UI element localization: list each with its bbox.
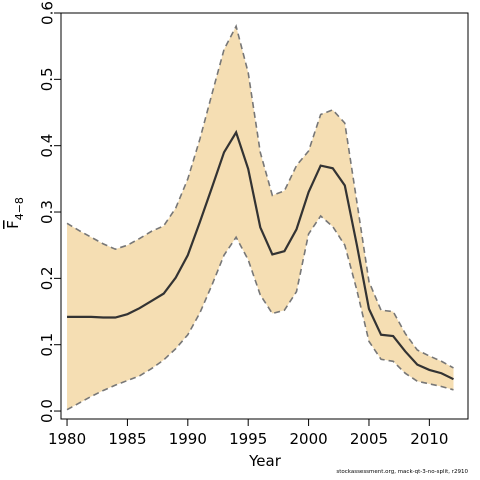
x-tick-label: 1980: [48, 430, 86, 448]
confidence-band: [67, 26, 454, 410]
y-tick-label: 0.5: [38, 67, 56, 91]
y-tick-label: 0.4: [38, 134, 56, 158]
x-tick-label: 1985: [108, 430, 146, 448]
x-tick-label: 1990: [169, 430, 207, 448]
x-tick-label: 2000: [289, 430, 327, 448]
x-tick-label: 2005: [350, 430, 388, 448]
x-tick-label: 2010: [410, 430, 448, 448]
lower-bound-line: [66, 214, 454, 411]
y-tick-label: 0.3: [38, 200, 56, 224]
svg-text:F4−8: F4−8: [4, 197, 26, 229]
y-axis-title-main: F: [4, 220, 22, 229]
y-axis-title: F4−8: [4, 197, 26, 229]
plot-frame: [60, 12, 469, 420]
estimate-line: [67, 129, 454, 381]
y-axis: 0.0 0.1 0.2 0.3 0.4 0.5 0.6: [38, 1, 61, 423]
y-tick-label: 0.0: [38, 399, 56, 423]
y-tick-label: 0.2: [38, 266, 56, 290]
upper-bound-line: [66, 24, 454, 369]
x-axis: 1980 1985 1990 1995 2000 2005 2010: [48, 419, 448, 448]
y-tick-label: 0.1: [38, 333, 56, 357]
x-axis-title: Year: [248, 452, 282, 470]
plot-area: [60, 12, 469, 420]
y-tick-label: 0.6: [38, 1, 56, 25]
footer-note: stockassessment.org, mack-qt-3-no-split,…: [336, 469, 468, 475]
x-tick-label: 1995: [229, 430, 267, 448]
y-axis-title-subscript: 4−8: [13, 197, 26, 220]
